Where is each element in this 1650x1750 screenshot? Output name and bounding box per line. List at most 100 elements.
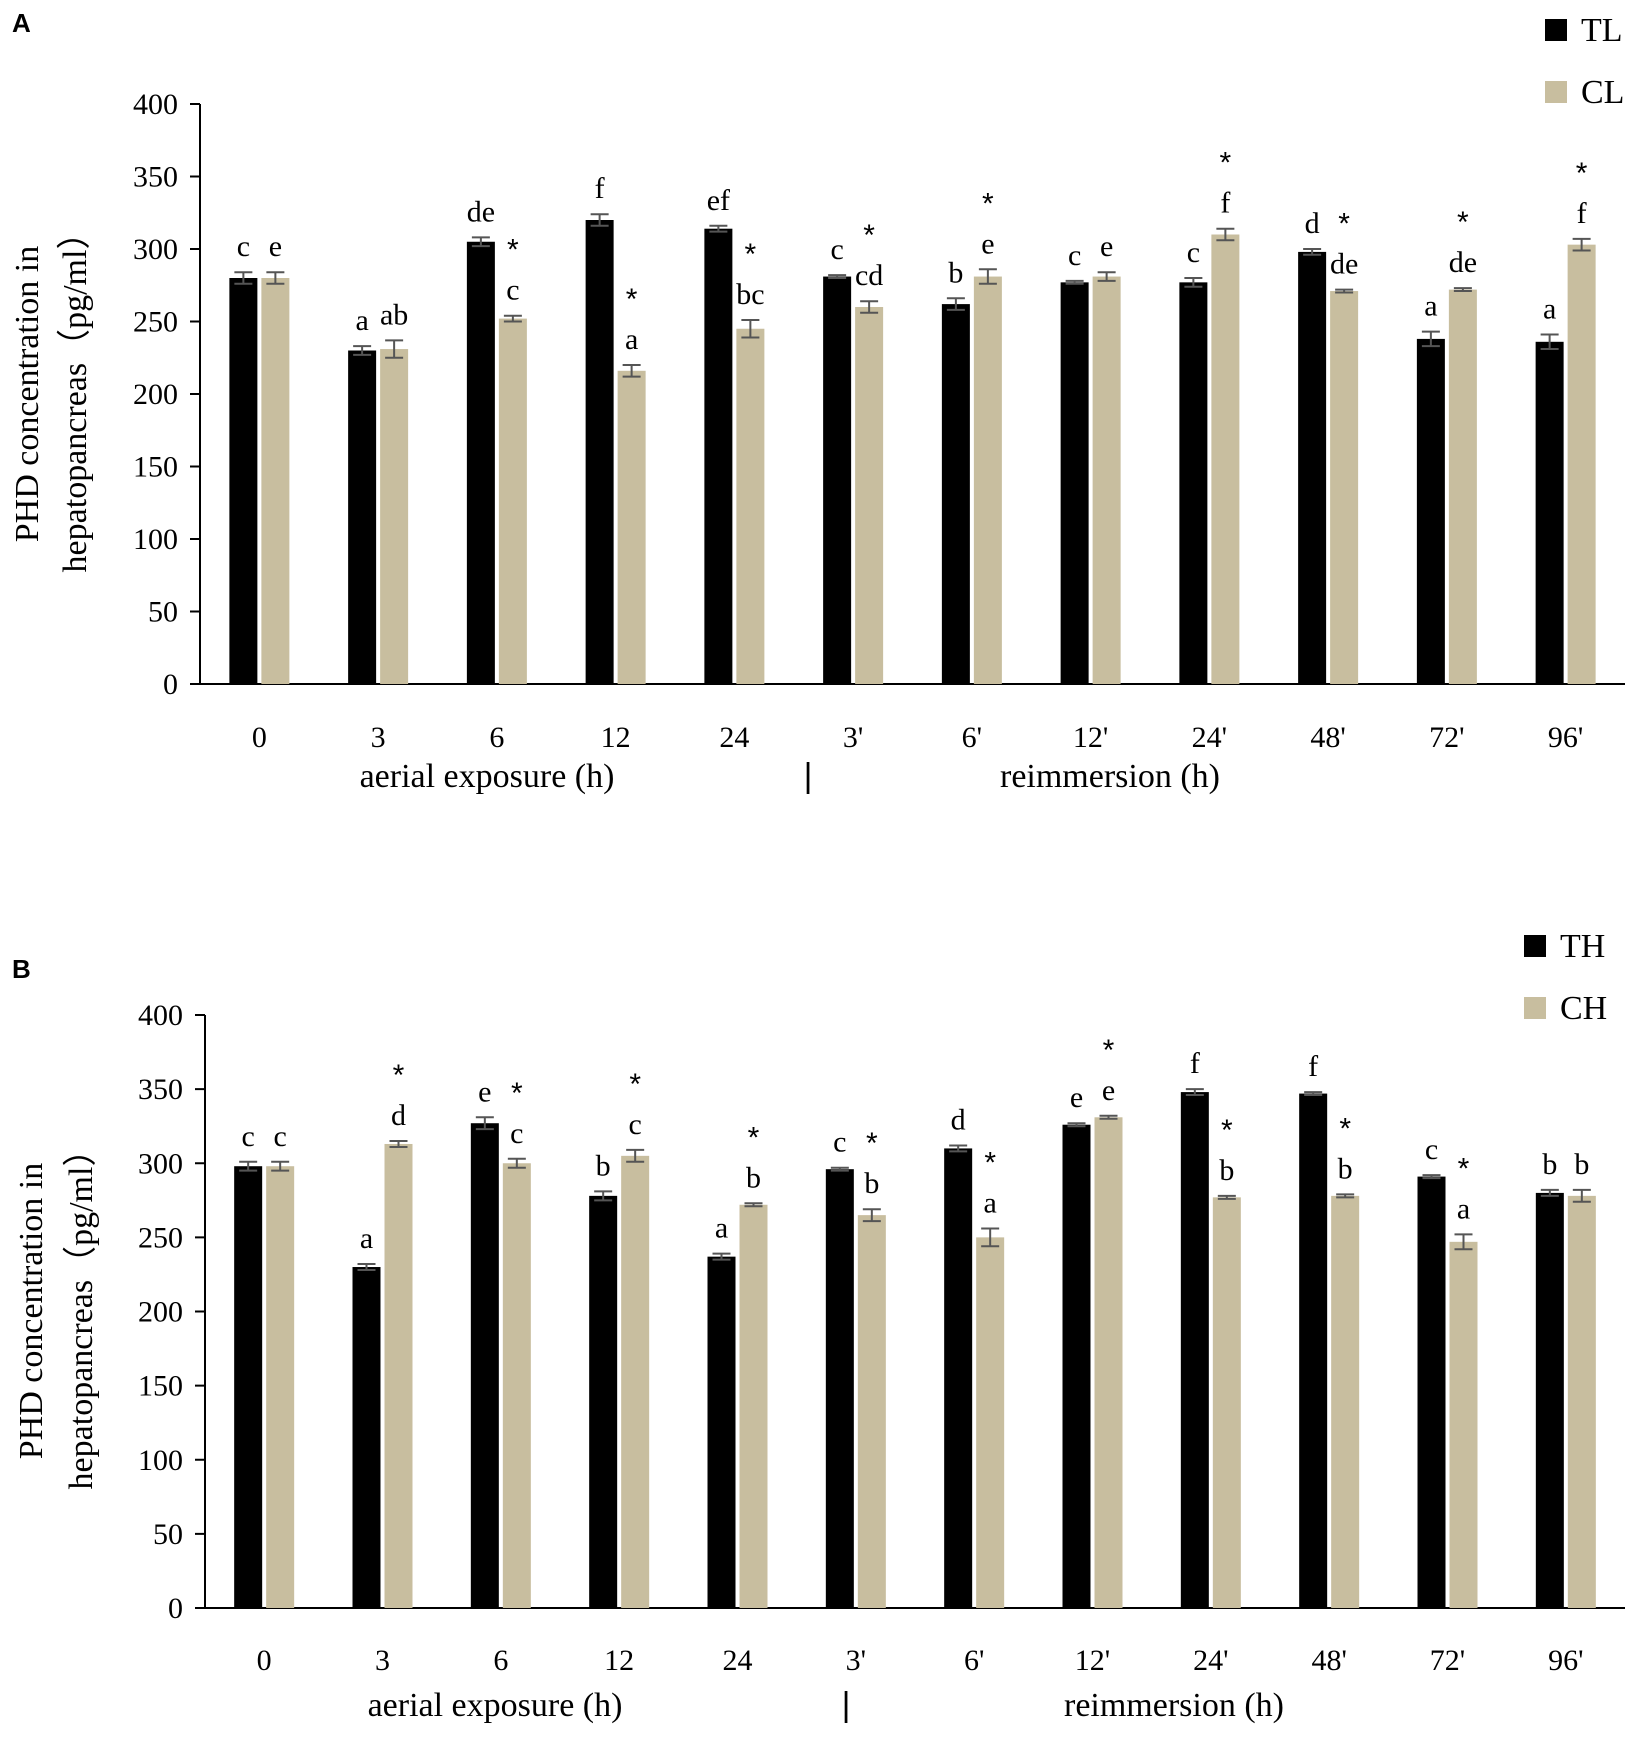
x-tick-label: 3 bbox=[375, 1644, 390, 1677]
y-tick-label: 200 bbox=[138, 1296, 183, 1329]
group-label-reimmersion: reimmersion (h) bbox=[1000, 758, 1220, 795]
significance-letter: a bbox=[355, 304, 368, 337]
legend-label-th: TH bbox=[1560, 928, 1605, 965]
x-tick-label: 12 bbox=[601, 721, 631, 754]
x-tick-label: 0 bbox=[252, 721, 267, 754]
significance-letter: d bbox=[1305, 207, 1320, 240]
significance-star: * bbox=[1103, 1034, 1115, 1067]
significance-letter: f bbox=[1577, 197, 1587, 230]
x-tick-label: 24' bbox=[1192, 721, 1227, 754]
bar-cl bbox=[380, 349, 409, 684]
chart-panel-b: B 0 50 100 150 200 250 300 350 400 PHD concentrati… bbox=[12, 928, 1625, 1724]
significance-letter: a bbox=[360, 1222, 373, 1255]
x-tick-label: 72' bbox=[1429, 721, 1464, 754]
bar-ch bbox=[621, 1155, 650, 1608]
bar-tl bbox=[1060, 282, 1089, 684]
bar-th bbox=[589, 1195, 618, 1608]
bar-th bbox=[707, 1256, 736, 1608]
significance-letter: c bbox=[274, 1120, 287, 1153]
bar-cl bbox=[1211, 234, 1240, 684]
bar-th bbox=[1299, 1093, 1328, 1608]
group-label-aerial: aerial exposure (h) bbox=[360, 758, 615, 795]
significance-star: * bbox=[393, 1059, 405, 1092]
bar-ch bbox=[1212, 1197, 1241, 1608]
y-axis-label: PHD concentration in bbox=[9, 246, 46, 543]
panel-label: A bbox=[12, 8, 31, 38]
bar-th bbox=[944, 1148, 973, 1608]
bar-cl bbox=[855, 307, 884, 684]
bar-tl bbox=[1298, 251, 1327, 684]
significance-letter: e bbox=[269, 230, 282, 263]
x-tick-label: 12' bbox=[1075, 1644, 1110, 1677]
significance-letter: b bbox=[1219, 1154, 1234, 1187]
significance-letter: e bbox=[1070, 1081, 1083, 1114]
bar-cl bbox=[617, 370, 646, 684]
bar-tl bbox=[1535, 341, 1564, 684]
y-tick-label: 400 bbox=[133, 88, 178, 121]
significance-letter: e bbox=[981, 227, 994, 260]
bar-cl bbox=[1092, 276, 1121, 684]
significance-letter: ef bbox=[707, 184, 730, 217]
group-divider: | bbox=[804, 757, 813, 795]
significance-letter: c bbox=[1425, 1133, 1438, 1166]
significance-letter: d bbox=[391, 1099, 406, 1132]
significance-letter: b bbox=[1574, 1148, 1589, 1181]
bar-cl bbox=[261, 278, 290, 684]
significance-star: * bbox=[626, 283, 638, 316]
legend-label-cl: CL bbox=[1581, 74, 1624, 111]
y-tick-label: 150 bbox=[138, 1370, 183, 1403]
panel-label: B bbox=[12, 954, 31, 984]
significance-letter: c bbox=[506, 274, 519, 307]
bar-tl bbox=[704, 228, 733, 684]
group-label-aerial: aerial exposure (h) bbox=[368, 1687, 623, 1724]
significance-star: * bbox=[863, 219, 875, 252]
bar-ch bbox=[739, 1204, 768, 1608]
y-axis-label: PHD concentration in bbox=[13, 1163, 50, 1460]
group-divider: | bbox=[842, 1686, 851, 1724]
significance-letter: c bbox=[510, 1117, 523, 1150]
bar-tl bbox=[1416, 338, 1445, 684]
y-tick-label: 100 bbox=[133, 523, 178, 556]
significance-letter: c bbox=[830, 233, 843, 266]
significance-star: * bbox=[1221, 1114, 1233, 1147]
significance-letter: b bbox=[864, 1167, 879, 1200]
x-tick-label: 24 bbox=[723, 1644, 753, 1677]
significance-letter: a bbox=[715, 1212, 728, 1245]
significance-letter: a bbox=[1424, 290, 1437, 323]
y-tick-label: 50 bbox=[153, 1518, 183, 1551]
significance-letter: e bbox=[1100, 230, 1113, 263]
significance-star: * bbox=[748, 1121, 760, 1154]
bar-tl bbox=[229, 278, 258, 684]
significance-letter: f bbox=[1308, 1050, 1318, 1083]
significance-star: * bbox=[745, 238, 757, 271]
bar-th bbox=[352, 1267, 381, 1608]
significance-star: * bbox=[1457, 206, 1469, 239]
significance-star: * bbox=[1339, 1112, 1351, 1145]
significance-letter: f bbox=[595, 172, 605, 205]
y-tick-label: 350 bbox=[138, 1073, 183, 1106]
x-tick-label: 12 bbox=[604, 1644, 634, 1677]
bar-th bbox=[1417, 1176, 1446, 1608]
bar-cl bbox=[973, 276, 1002, 684]
y-axis-label: hepatopancreas（pg/ml） bbox=[62, 1133, 100, 1490]
x-tick-label: 3 bbox=[371, 721, 386, 754]
y-tick-label: 50 bbox=[148, 596, 178, 629]
x-tick-label: 0 bbox=[257, 1644, 272, 1677]
bar-cl bbox=[1330, 291, 1359, 684]
significance-star: * bbox=[1458, 1152, 1470, 1185]
significance-star: * bbox=[629, 1068, 641, 1101]
bar-tl bbox=[1179, 282, 1208, 684]
y-tick-label: 200 bbox=[133, 378, 178, 411]
significance-letter: e bbox=[478, 1075, 491, 1108]
significance-letter: ab bbox=[380, 298, 408, 331]
y-tick-label: 0 bbox=[163, 668, 178, 701]
x-tick-label: 96' bbox=[1548, 1644, 1583, 1677]
significance-letter: a bbox=[625, 323, 638, 356]
significance-star: * bbox=[1576, 157, 1588, 190]
x-tick-label: 24' bbox=[1193, 1644, 1228, 1677]
bar-th bbox=[1535, 1192, 1564, 1608]
x-tick-label: 12' bbox=[1073, 721, 1108, 754]
bar-tl bbox=[348, 350, 377, 684]
y-tick-label: 350 bbox=[133, 161, 178, 194]
significance-letter: a bbox=[984, 1186, 997, 1219]
